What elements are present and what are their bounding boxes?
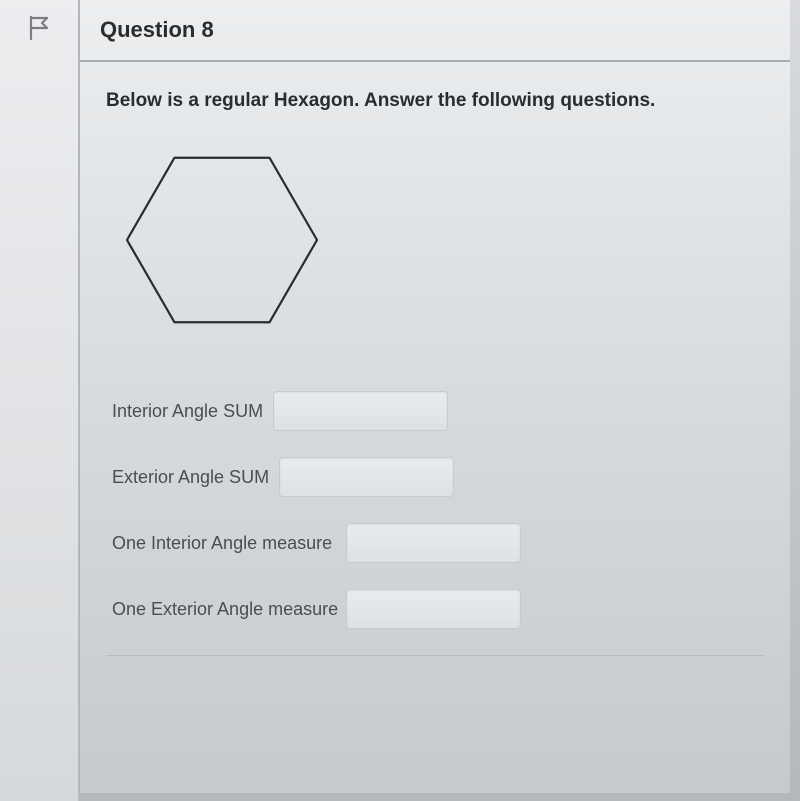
question-title: Question 8 xyxy=(100,17,214,43)
answer-label: Exterior Angle SUM xyxy=(112,467,269,488)
question-panel: Question 8 Below is a regular Hexagon. A… xyxy=(79,0,790,793)
quiz-screenshot: Question 8 Below is a regular Hexagon. A… xyxy=(0,0,800,801)
answer-input[interactable] xyxy=(346,589,521,629)
answers-container: Interior Angle SUM Exterior Angle SUM One … xyxy=(106,391,764,629)
question-header: Question 8 xyxy=(80,0,790,62)
flag-outline-icon[interactable] xyxy=(26,14,54,42)
bottom-divider xyxy=(106,655,764,656)
answer-label: Interior Angle SUM xyxy=(112,401,263,422)
answer-input[interactable] xyxy=(273,391,448,431)
hexagon-svg xyxy=(112,140,342,345)
answer-row: Exterior Angle SUM xyxy=(106,457,764,497)
answer-label: One Exterior Angle measure xyxy=(112,599,338,620)
answer-input[interactable] xyxy=(346,523,521,563)
left-rail xyxy=(0,0,79,801)
question-prompt: Below is a regular Hexagon. Answer the f… xyxy=(106,90,764,112)
answer-row: One Interior Angle measure xyxy=(106,523,764,563)
hexagon-figure xyxy=(112,140,764,345)
answer-input[interactable] xyxy=(279,457,454,497)
answer-row: Interior Angle SUM xyxy=(106,391,764,431)
question-body: Below is a regular Hexagon. Answer the f… xyxy=(80,62,790,676)
answer-row: One Exterior Angle measure xyxy=(106,589,764,629)
answer-label: One Interior Angle measure xyxy=(112,533,332,554)
